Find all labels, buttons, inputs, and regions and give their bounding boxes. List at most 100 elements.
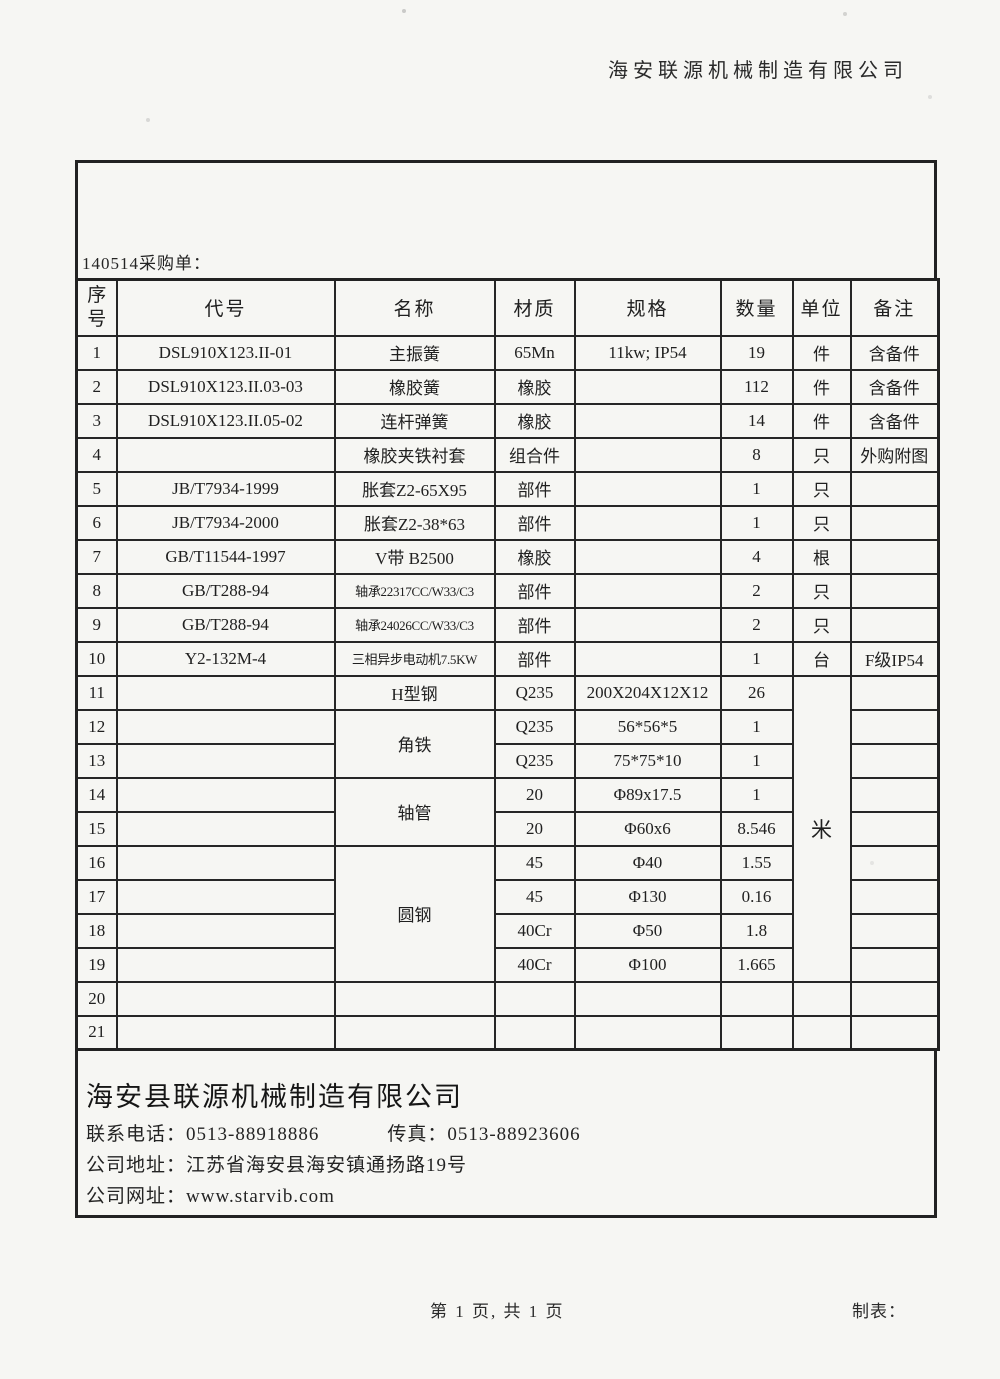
- col-header-qty: 数量: [719, 278, 794, 337]
- spacer: [319, 1119, 387, 1150]
- cell-no: 1: [75, 334, 118, 371]
- cell-qty: 19: [719, 334, 794, 371]
- cell-qty: 1.55: [719, 844, 794, 881]
- cell-qty: [719, 980, 794, 1017]
- cell-name: H型钢: [333, 674, 496, 711]
- cell-code: [115, 1014, 336, 1051]
- cell-no: 3: [75, 402, 118, 439]
- cell-remark: 含备件: [849, 334, 940, 371]
- cell-qty: 0.16: [719, 878, 794, 915]
- cell-spec: [573, 980, 722, 1017]
- cell-qty: 1: [719, 742, 794, 779]
- cell-material: 20: [493, 810, 576, 847]
- cell-no: 19: [75, 946, 118, 983]
- cell-no: 18: [75, 912, 118, 949]
- cell-qty: 26: [719, 674, 794, 711]
- cell-remark: [849, 844, 940, 881]
- col-header-remark: 备注: [849, 278, 940, 337]
- cell-remark: 含备件: [849, 368, 940, 405]
- letterhead-company-name: 海安联源机械制造有限公司: [608, 60, 908, 82]
- cell-remark: [849, 572, 940, 609]
- cell-name: 胀套Z2-65X95: [333, 470, 496, 507]
- cell-remark: [849, 1014, 940, 1051]
- cell-spec: 75*75*10: [573, 742, 722, 779]
- cell-code: DSL910X123.II-01: [115, 334, 336, 371]
- cell-code: [115, 810, 336, 847]
- purchase-order-sheet: 140514采购单： 序 号 代号 名称 材质 规格 数量 单位 备注 1 DS…: [75, 160, 940, 1218]
- cell-unit: [791, 980, 852, 1017]
- cell-qty: 1.8: [719, 912, 794, 949]
- cell-code: [115, 946, 336, 983]
- cell-qty: 2: [719, 572, 794, 609]
- cell-name-merged: 圆钢: [333, 844, 496, 983]
- phone-fax-line: 联系电话： 0513-88918886 传真： 0513-88923606: [86, 1119, 924, 1150]
- cell-material: 40Cr: [493, 912, 576, 949]
- cell-remark: [849, 606, 940, 643]
- cell-spec: [573, 640, 722, 677]
- cell-unit: 件: [791, 334, 852, 371]
- table-row: 16 圆钢 45 Φ40 1.55: [75, 844, 940, 983]
- phone-label: 联系电话：: [86, 1124, 187, 1145]
- cell-name: [333, 1014, 496, 1051]
- cell-code: DSL910X123.II.05-02: [115, 402, 336, 439]
- table-header-row: 序 号 代号 名称 材质 规格 数量 单位 备注: [75, 278, 940, 337]
- cell-spec: Φ89x17.5: [573, 776, 722, 813]
- cell-code: [115, 742, 336, 779]
- cell-material: [493, 1014, 576, 1051]
- cell-unit: 根: [791, 538, 852, 575]
- table-row: 12 角铁 Q235 56*56*5 1: [75, 708, 940, 779]
- table-row: 6 JB/T7934-2000 胀套Z2-38*63 部件 1 只: [75, 504, 940, 541]
- cell-unit: 件: [791, 402, 852, 439]
- cell-name: 三相异步电动机7.5KW: [333, 640, 496, 677]
- company-info-section: 海安县联源机械制造有限公司 联系电话： 0513-88918886 传真： 05…: [75, 1051, 937, 1218]
- cell-no: 20: [75, 980, 118, 1017]
- cell-qty: 4: [719, 538, 794, 575]
- cell-spec: [573, 402, 722, 439]
- cell-name: 轴承22317CC/W33/C3: [333, 572, 496, 609]
- phone-number: 0513-88918886: [186, 1124, 320, 1145]
- col-header-material: 材质: [493, 278, 576, 337]
- cell-code: [115, 844, 336, 881]
- table-row: 2 DSL910X123.II.03-03 橡胶簧 橡胶 112 件 含备件: [75, 368, 940, 405]
- cell-unit: 件: [791, 368, 852, 405]
- cell-code: [115, 878, 336, 915]
- purchase-order-table: 序 号 代号 名称 材质 规格 数量 单位 备注 1 DSL910X123.II…: [75, 278, 940, 1051]
- cell-material: 45: [493, 878, 576, 915]
- cell-qty: 1: [719, 504, 794, 541]
- cell-spec: [573, 606, 722, 643]
- col-header-name: 名称: [333, 278, 496, 337]
- address-value: 江苏省海安县海安镇通扬路19号: [186, 1155, 468, 1176]
- cell-no: 12: [75, 708, 118, 745]
- cell-material: 橡胶: [493, 402, 576, 439]
- table-row: 21: [75, 1014, 940, 1051]
- cell-remark: [849, 708, 940, 745]
- address-label: 公司地址：: [86, 1155, 187, 1176]
- website-line: 公司网址： www.starvib.com: [86, 1181, 924, 1212]
- cell-name: 胀套Z2-38*63: [333, 504, 496, 541]
- cell-material: 部件: [493, 470, 576, 507]
- table-row: 1 DSL910X123.II-01 主振簧 65Mn 11kw; IP54 1…: [75, 334, 940, 371]
- sheet-top-section: 140514采购单：: [75, 160, 937, 278]
- fax-number: 0513-88923606: [447, 1124, 581, 1145]
- cell-qty: 2: [719, 606, 794, 643]
- cell-unit: 只: [791, 572, 852, 609]
- table-row: 17 45 Φ130 0.16: [75, 878, 940, 915]
- cell-name: 轴承24026CC/W33/C3: [333, 606, 496, 643]
- cell-qty: 112: [719, 368, 794, 405]
- cell-qty: 8.546: [719, 810, 794, 847]
- cell-material: 部件: [493, 640, 576, 677]
- cell-no: 14: [75, 776, 118, 813]
- fax-label: 传真：: [387, 1124, 448, 1145]
- cell-spec: [573, 538, 722, 575]
- cell-unit: 只: [791, 504, 852, 541]
- cell-remark: [849, 538, 940, 575]
- cell-name-merged: 角铁: [333, 708, 496, 779]
- table-row: 14 轴管 20 Φ89x17.5 1: [75, 776, 940, 847]
- cell-material: 橡胶: [493, 368, 576, 405]
- scan-artifacts: [0, 0, 2, 2]
- cell-material: [493, 980, 576, 1017]
- cell-material: 部件: [493, 606, 576, 643]
- cell-qty: 1: [719, 708, 794, 745]
- cell-name: 连杆弹簧: [333, 402, 496, 439]
- cell-no: 16: [75, 844, 118, 881]
